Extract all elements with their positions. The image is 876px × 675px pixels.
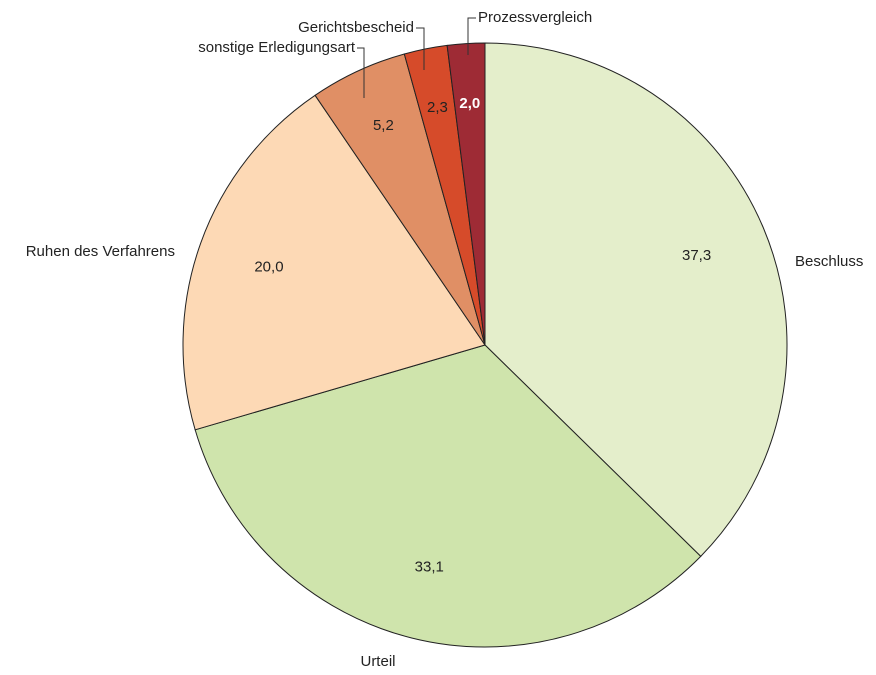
value-label: 37,3 — [682, 247, 711, 264]
value-label: 20,0 — [254, 258, 283, 275]
leader-line — [416, 27, 425, 70]
leader-line — [357, 47, 365, 98]
category-label: Ruhen des Verfahrens — [26, 243, 175, 260]
pie-slice — [194, 344, 702, 648]
value-label: 2,0 — [459, 95, 480, 112]
category-label: Prozessvergleich — [478, 9, 592, 26]
category-label: Urteil — [360, 653, 395, 670]
category-label: Gerichtsbescheid — [298, 19, 414, 36]
leader-line — [467, 17, 476, 55]
value-label: 33,1 — [415, 559, 444, 576]
pie-slice — [446, 42, 486, 346]
pie-slice — [182, 94, 486, 431]
pie-slice — [484, 42, 788, 558]
category-label: Beschluss — [795, 253, 863, 270]
value-label: 2,3 — [427, 99, 448, 116]
value-label: 5,2 — [373, 117, 394, 134]
category-label: sonstige Erledigungsart — [198, 39, 356, 56]
